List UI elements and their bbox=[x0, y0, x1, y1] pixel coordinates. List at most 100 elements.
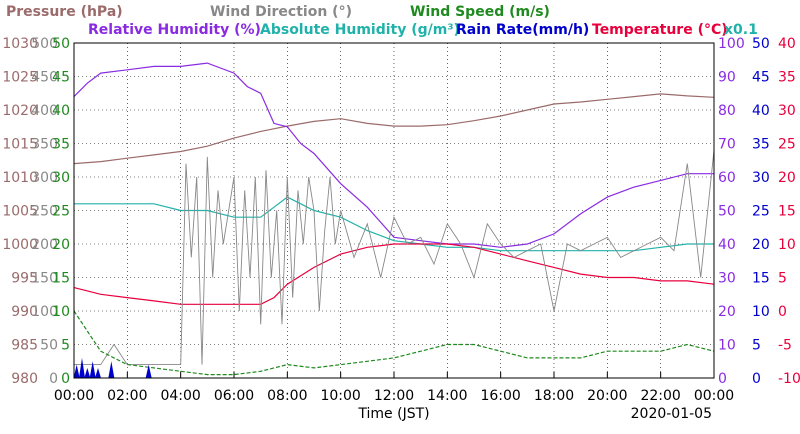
y-tick-left-windspeed: 20 bbox=[52, 237, 70, 253]
x-axis-label: Time (JST) bbox=[357, 406, 429, 422]
y-tick-right-rh: 70 bbox=[718, 137, 736, 153]
y-tick-right-rh: 40 bbox=[718, 237, 736, 253]
y-tick-left-winddir: 350 bbox=[31, 137, 58, 153]
y-tick-right-rh: 80 bbox=[718, 103, 736, 119]
y-tick-right-temp: 30 bbox=[778, 103, 796, 119]
x-tick: 00:00 bbox=[694, 388, 734, 404]
series-temp-line bbox=[73, 243, 715, 305]
y-tick-left-winddir: 500 bbox=[31, 36, 58, 52]
y-tick-left-windspeed: 35 bbox=[52, 137, 70, 153]
y-tick-right-rain: 40 bbox=[752, 103, 770, 119]
x-tick: 00:00 bbox=[54, 388, 94, 404]
y-tick-left-pressure: 1010 bbox=[2, 170, 38, 186]
y-tick-right-rh: 30 bbox=[718, 271, 736, 287]
y-tick-left-pressure: 995 bbox=[11, 271, 38, 287]
legend-rh: Relative Humidity (%) bbox=[88, 22, 261, 38]
y-tick-left-windspeed: 50 bbox=[52, 36, 70, 52]
y-tick-right-rain: 25 bbox=[752, 204, 770, 220]
y-tick-left-windspeed: 45 bbox=[52, 70, 70, 86]
x-tick: 10:00 bbox=[320, 388, 360, 404]
x-tick: 22:00 bbox=[640, 388, 680, 404]
series-layer bbox=[73, 62, 715, 378]
y-tick-left-pressure: 985 bbox=[11, 338, 38, 354]
y-tick-left-winddir: 250 bbox=[31, 204, 58, 220]
y-tick-right-rh: 100 bbox=[718, 36, 745, 52]
legend-rain: Rain Rate(mm/h) bbox=[456, 22, 589, 38]
rain-mark bbox=[73, 364, 80, 378]
y-tick-right-temp: 10 bbox=[778, 237, 796, 253]
y-tick-right-rain: 15 bbox=[752, 271, 770, 287]
y-tick-left-winddir: 50 bbox=[40, 338, 58, 354]
rain-mark bbox=[84, 367, 91, 378]
y-tick-right-temp: 15 bbox=[778, 204, 796, 220]
x-tick: 04:00 bbox=[160, 388, 200, 404]
y-tick-left-winddir: 400 bbox=[31, 103, 58, 119]
y-tick-right-temp: 5 bbox=[778, 271, 787, 287]
series-ah-line bbox=[74, 196, 714, 252]
legend-winddir: Wind Direction (°) bbox=[210, 4, 352, 20]
legend-temp: Temperature (°C) bbox=[592, 22, 728, 38]
legend-windspeed: Wind Speed (m/s) bbox=[410, 4, 550, 20]
y-tick-right-temp: 20 bbox=[778, 170, 796, 186]
legend-pressure: Pressure (hPa) bbox=[6, 4, 123, 20]
rain-mark bbox=[89, 361, 96, 378]
y-tick-left-winddir: 0 bbox=[49, 371, 58, 387]
y-tick-right-rain: 50 bbox=[752, 36, 770, 52]
rain-mark bbox=[95, 367, 101, 378]
x-tick: 12:00 bbox=[374, 388, 414, 404]
y-tick-left-winddir: 300 bbox=[31, 170, 58, 186]
y-tick-right-rain: 20 bbox=[752, 237, 770, 253]
legend-ah: Absolute Humidity (g/m³) bbox=[260, 22, 460, 38]
y-tick-left-winddir: 150 bbox=[31, 271, 58, 287]
x-tick: 02:00 bbox=[107, 388, 147, 404]
rain-mark bbox=[108, 361, 115, 378]
y-tick-right-temp: 40 bbox=[778, 36, 796, 52]
y-tick-right-rh: 90 bbox=[718, 70, 736, 86]
series-windspeed-line bbox=[73, 310, 715, 376]
legend: Pressure (hPa) Wind Direction (°) Wind Spe… bbox=[6, 4, 758, 38]
date-label: 2020-01-05 bbox=[631, 406, 712, 422]
y-tick-right-rain: 0 bbox=[752, 371, 761, 387]
y-tick-left-windspeed: 40 bbox=[52, 103, 70, 119]
x-tick: 06:00 bbox=[214, 388, 254, 404]
x-tick: 20:00 bbox=[587, 388, 627, 404]
y-tick-right-rh: 10 bbox=[718, 338, 736, 354]
y-tick-right-rh: 20 bbox=[718, 304, 736, 320]
x-tick: 08:00 bbox=[267, 388, 307, 404]
y-tick-right-rh: 0 bbox=[718, 371, 727, 387]
y-tick-left-pressure: 1025 bbox=[2, 70, 38, 86]
y-tick-left-windspeed: 15 bbox=[52, 271, 70, 287]
y-tick-left-pressure: 1030 bbox=[2, 36, 38, 52]
x-tick: 16:00 bbox=[480, 388, 520, 404]
y-tick-right-rain: 10 bbox=[752, 304, 770, 320]
y-tick-left-pressure: 990 bbox=[11, 304, 38, 320]
y-tick-right-rain: 5 bbox=[752, 338, 761, 354]
y-tick-left-pressure: 1015 bbox=[2, 137, 38, 153]
y-tick-right-temp: 0 bbox=[778, 304, 787, 320]
y-tick-left-pressure: 980 bbox=[11, 371, 38, 387]
series-rh-line bbox=[73, 62, 714, 248]
y-tick-right-temp: -10 bbox=[778, 371, 800, 387]
y-tick-left-windspeed: 10 bbox=[52, 304, 70, 320]
y-tick-left-winddir: 100 bbox=[31, 304, 58, 320]
y-tick-left-pressure: 1000 bbox=[2, 237, 38, 253]
y-tick-left-pressure: 1005 bbox=[2, 204, 38, 220]
x-tick: 14:00 bbox=[427, 388, 467, 404]
axes: 1030102510201015101010051000995990985980… bbox=[2, 36, 800, 404]
y-tick-left-windspeed: 0 bbox=[61, 371, 70, 387]
y-tick-left-windspeed: 25 bbox=[52, 204, 70, 220]
y-tick-left-windspeed: 5 bbox=[61, 338, 70, 354]
rain-mark bbox=[79, 357, 85, 378]
rain-mark bbox=[145, 364, 152, 378]
y-tick-left-winddir: 450 bbox=[31, 70, 58, 86]
y-tick-right-rain: 30 bbox=[752, 170, 770, 186]
legend-x01: x0.1 bbox=[724, 22, 758, 38]
y-tick-left-winddir: 200 bbox=[31, 237, 58, 253]
y-tick-right-temp: 25 bbox=[778, 137, 796, 153]
y-tick-right-rain: 35 bbox=[752, 137, 770, 153]
y-tick-right-rh: 50 bbox=[718, 204, 736, 220]
series-winddir-line bbox=[74, 150, 715, 366]
x-tick: 18:00 bbox=[534, 388, 574, 404]
